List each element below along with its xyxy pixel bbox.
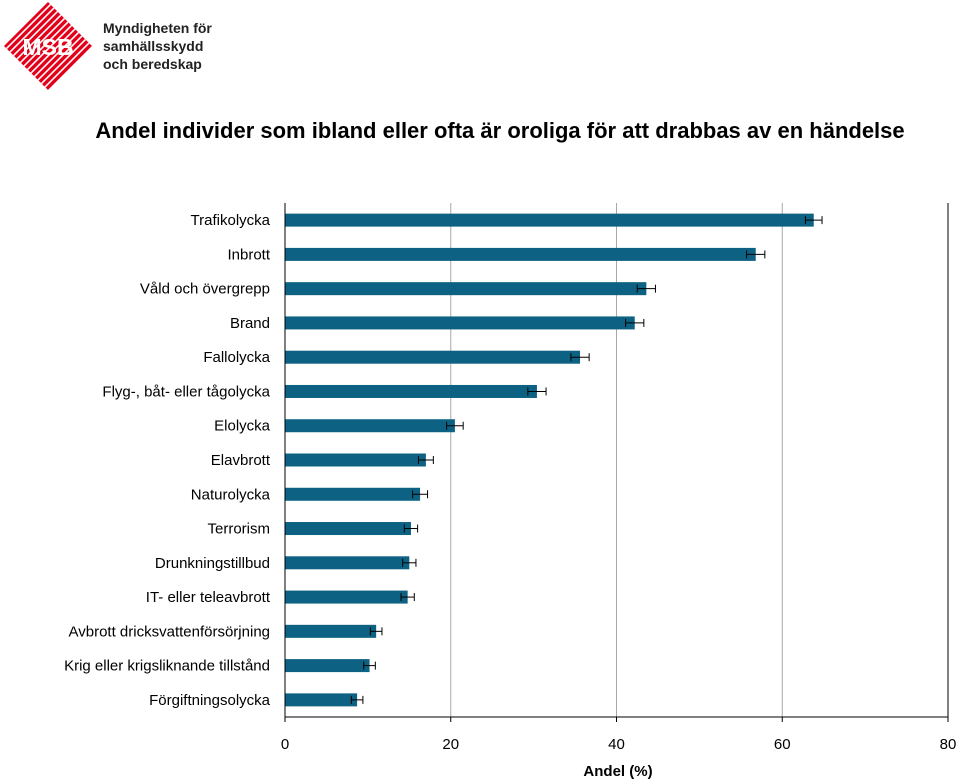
bar bbox=[285, 556, 410, 570]
chart-title: Andel individer som ibland eller ofta är… bbox=[95, 118, 905, 143]
x-tick-label: 20 bbox=[442, 736, 459, 753]
bar bbox=[285, 659, 370, 673]
bar bbox=[285, 590, 408, 604]
category-label: Elolycka bbox=[214, 418, 271, 435]
bar bbox=[285, 282, 647, 296]
bar bbox=[285, 453, 426, 467]
bar bbox=[285, 213, 814, 227]
error-bars bbox=[350, 216, 823, 704]
logo-org-line-2: samhällsskydd bbox=[103, 38, 203, 54]
logo-stripe bbox=[39, 2, 92, 90]
bar bbox=[285, 247, 756, 261]
bar bbox=[285, 350, 581, 364]
category-label: Trafikolycka bbox=[191, 212, 271, 229]
x-tick-label: 40 bbox=[608, 736, 625, 753]
category-label: Flyg-, båt- eller tågolycka bbox=[102, 383, 270, 400]
category-label: Krig eller krigsliknande tillstånd bbox=[64, 658, 270, 675]
category-label: Elavbrott bbox=[211, 452, 271, 469]
category-label: IT- eller teleavbrott bbox=[146, 589, 271, 606]
bar bbox=[285, 419, 455, 433]
category-label: Avbrott dricksvattenförsörjning bbox=[69, 623, 270, 640]
logo-stripe bbox=[4, 2, 56, 90]
x-tick-label: 60 bbox=[774, 736, 791, 753]
logo-stripe bbox=[32, 2, 92, 90]
logo-org-line-1: Myndigheten för bbox=[103, 20, 212, 36]
logo-org-line-3: och beredskap bbox=[103, 56, 202, 72]
bar bbox=[285, 384, 537, 398]
x-tick-label: 80 bbox=[940, 736, 957, 753]
x-tick-label: 0 bbox=[281, 736, 289, 753]
category-label: Terrorism bbox=[208, 521, 271, 538]
bar bbox=[285, 316, 635, 330]
bar bbox=[285, 693, 358, 707]
logo-stripe bbox=[4, 2, 63, 90]
category-label: Brand bbox=[230, 315, 270, 332]
msb-logo: MSB Myndigheten för samhällsskydd och be… bbox=[4, 2, 212, 90]
category-labels: Trafikolycka Inbrott Våld och övergrepp Bra… bbox=[64, 212, 271, 709]
bar bbox=[285, 522, 411, 536]
category-label: Naturolycka bbox=[191, 486, 271, 503]
category-label: Våld och övergrepp bbox=[140, 281, 270, 298]
logo-stripe bbox=[4, 2, 77, 90]
category-label: Fallolycka bbox=[203, 349, 270, 366]
category-label: Förgiftningsolycka bbox=[149, 692, 271, 709]
bar bbox=[285, 624, 377, 638]
x-axis-label: Andel (%) bbox=[583, 763, 652, 780]
axes bbox=[284, 203, 949, 722]
category-label: Inbrott bbox=[227, 246, 270, 263]
bars bbox=[285, 213, 814, 707]
logo-mark-text: MSB bbox=[22, 34, 73, 60]
logo-stripe bbox=[25, 2, 92, 90]
category-label: Drunkningstillbud bbox=[155, 555, 270, 572]
bar bbox=[285, 487, 421, 501]
logo-stripe bbox=[4, 2, 70, 90]
x-tick-labels: 0 20 40 60 80 bbox=[281, 736, 957, 753]
gridlines bbox=[450, 203, 949, 717]
